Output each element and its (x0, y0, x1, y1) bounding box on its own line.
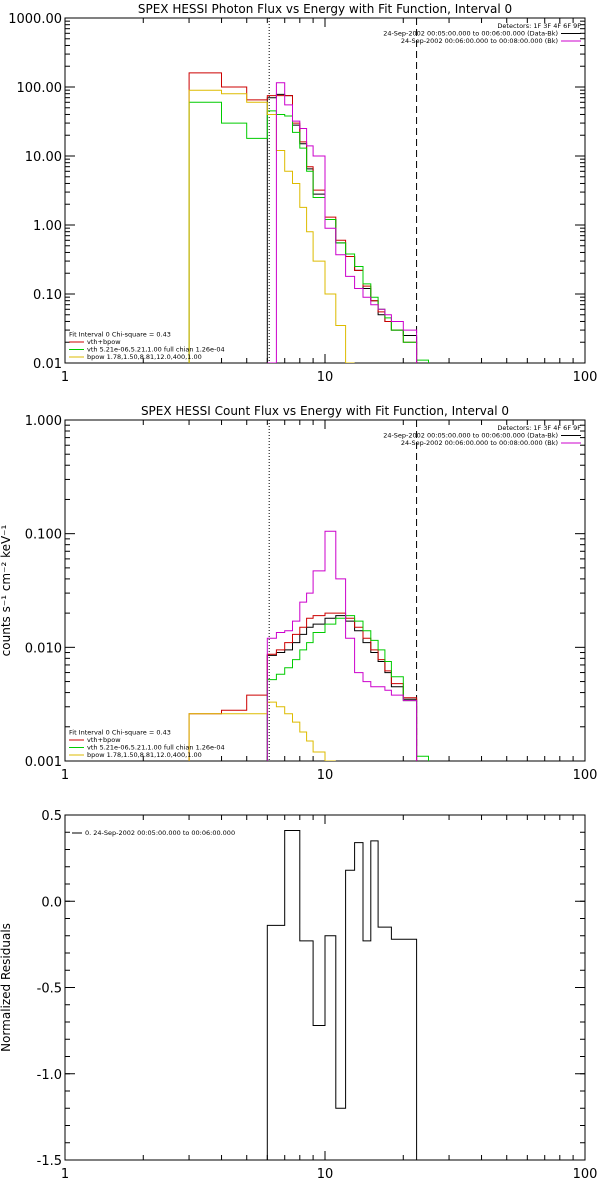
legend-entry: bpow 1.78,1.50,8.81,12.0,400,1.00 (87, 353, 202, 361)
y-tick-label: -1.5 (37, 1154, 62, 1169)
y-tick-label: 0.01 (33, 357, 62, 372)
y-tick-label: -1.0 (37, 1068, 62, 1083)
series-vth (266, 615, 429, 761)
series-data (266, 830, 418, 1160)
series-bpow (188, 89, 355, 363)
count-flux-panel: SPEX HESSI Count Flux vs Energy with Fit… (0, 404, 597, 783)
x-tick-label: 10 (317, 370, 334, 385)
legend-entry: vth+bpow (87, 736, 121, 744)
y-tick-label: -0.5 (37, 982, 62, 997)
series-vth (188, 101, 429, 363)
residuals-panel: Normalized Residuals 1 10 100 -1.5 -1.0 -0.5 0.… (0, 809, 597, 1182)
plot-frame (64, 419, 586, 762)
legend-entry: bpow 1.78,1.50,8.81,12.0,400,1.00 (87, 751, 202, 759)
legend-entry: 24-Sep-2002 00:06:00.000 to 00:08:00.000… (401, 439, 558, 447)
x-tick-label: 1 (61, 768, 69, 783)
series-background (266, 530, 418, 761)
legend-entry: vth 5.21e-06,5.21,1.00 full chian 1.26e-… (87, 346, 225, 354)
x-tick-label: 100 (573, 370, 598, 385)
legend-entry: 0. 24-Sep-2002 00:05:00.000 to 00:06:00.… (85, 829, 235, 837)
legend-entry: 24-Sep-2002 00:05:00.000 to 00:06:00.000… (383, 432, 558, 440)
y-tick-label: 1.00 (33, 219, 62, 234)
series-data (266, 615, 418, 761)
x-tick-label: 10 (317, 1167, 334, 1182)
x-tick-label: 100 (573, 768, 598, 783)
legend-entry: vth+bpow (87, 338, 121, 346)
y-tick-label: 10.00 (25, 150, 62, 165)
legend-entry: 24-Sep-2002 00:06:00.000 to 00:08:00.000… (401, 37, 558, 45)
y-tick-label: 1.000 (25, 414, 62, 429)
legend-entry: 24-Sep-2002 00:05:00.000 to 00:06:00.000… (383, 30, 558, 38)
legend-entry: Detectors: 1F 3F 4F 6F 9F (497, 424, 581, 432)
y-tick-label: 0.0 (41, 895, 62, 910)
legend-entry: Fit Interval 0 Chi-square = 0.43 (69, 729, 171, 737)
y-tick-label: 0.001 (25, 755, 62, 770)
y-tick-label: 0.010 (25, 641, 62, 656)
x-tick-label: 10 (317, 768, 334, 783)
legend-entry: Fit Interval 0 Chi-square = 0.43 (69, 331, 171, 339)
y-axis-label: counts s⁻¹ cm⁻² keV⁻¹ (0, 524, 13, 656)
y-tick-label: 100.00 (17, 81, 63, 96)
y-tick-label: 1000.00 (8, 12, 62, 27)
series-bpow (188, 701, 336, 761)
chart-title: SPEX HESSI Photon Flux vs Energy with Fi… (138, 2, 512, 16)
x-tick-label: 1 (61, 1167, 69, 1182)
photon-flux-panel: SPEX HESSI Photon Flux vs Energy with Fi… (8, 2, 597, 385)
series-model (188, 72, 418, 363)
legend-entry: vth 5.21e-06,5.21,1.00 full chian 1.26e-… (87, 744, 225, 752)
y-tick-label: 0.5 (41, 809, 62, 824)
x-tick-label: 100 (573, 1167, 598, 1182)
legend-entry: Detectors: 1F 3F 4F 6F 9F (497, 22, 581, 30)
y-axis-label: Normalized Residuals (0, 923, 13, 1052)
series-background (267, 82, 418, 363)
x-tick-label: 1 (61, 370, 69, 385)
series-data (266, 93, 418, 363)
y-tick-label: 0.10 (33, 288, 62, 303)
y-tick-label: 0.100 (25, 528, 62, 543)
chart-title: SPEX HESSI Count Flux vs Energy with Fit… (141, 404, 509, 418)
